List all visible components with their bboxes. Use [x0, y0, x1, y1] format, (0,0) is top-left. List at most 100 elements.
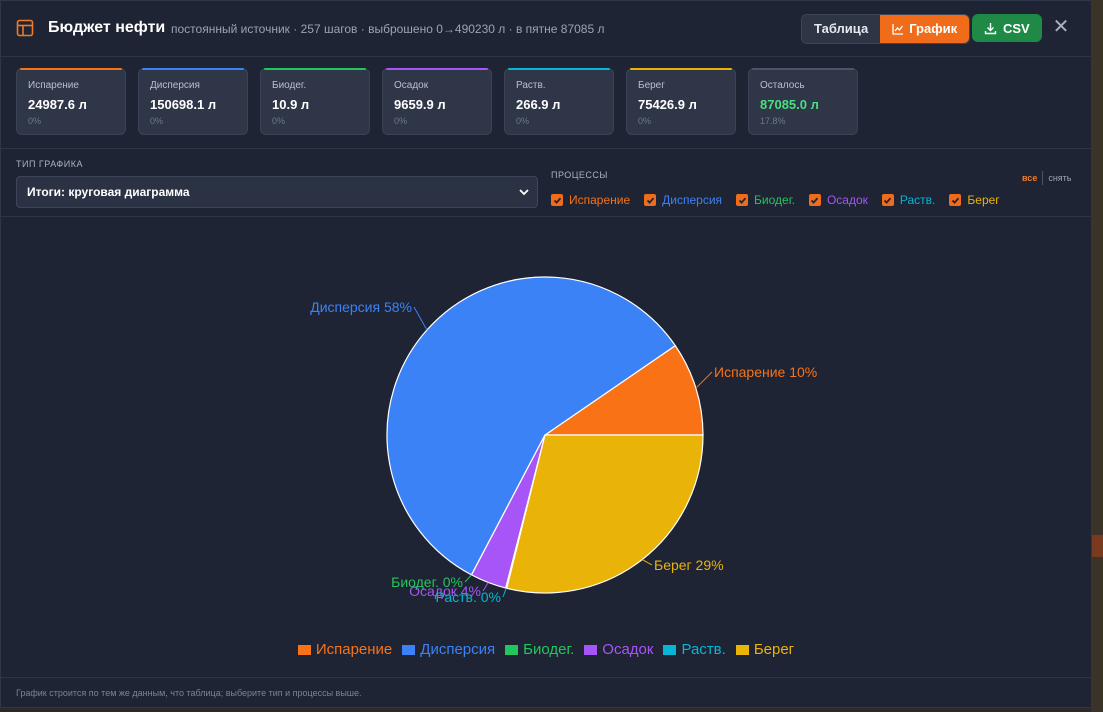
pie-chart: Испарение 10% Дисперсия 58% Биодег. 0%Осад… [310, 276, 817, 605]
page-subtitle: постоянный источник · 257 шагов · выброш… [171, 22, 605, 36]
legend-label: Раств. [681, 641, 726, 658]
legend-label: Дисперсия [420, 641, 496, 658]
slice-label: Испарение 10% [714, 364, 817, 380]
card-accent [264, 68, 366, 70]
card-value: 266.9 л [516, 97, 561, 112]
card-value: 75426.9 л [638, 97, 697, 112]
slice-label: Осадок 4% [409, 583, 481, 599]
card-percent: 0% [272, 116, 286, 126]
card-percent: 0% [516, 116, 530, 126]
card-value: 87085.0 л [760, 97, 819, 112]
deselect-all-link[interactable]: снять [1048, 173, 1072, 183]
download-icon [984, 22, 997, 34]
label-leader-line [482, 582, 489, 592]
modal-header: Бюджет нефти постоянный источник · 257 ш… [1, 1, 1091, 57]
label-leader-line [413, 306, 428, 331]
card-percent: 0% [150, 116, 164, 126]
table-icon [16, 19, 34, 37]
label-leader-line [464, 574, 472, 583]
summary-card: Осадок 9659.9 л 0% [382, 68, 492, 135]
summary-card: Берег 75426.9 л 0% [626, 68, 736, 135]
page-title: Бюджет нефти [48, 19, 166, 36]
legend-item[interactable]: Биодег. [505, 641, 574, 658]
card-accent [752, 68, 854, 70]
legend-label: Биодег. [523, 641, 575, 658]
chart-legend: Испарение Дисперсия Биодег. Осадок Раств. Бер… [1, 641, 1091, 658]
chart-view-button[interactable]: График [880, 15, 970, 43]
card-percent: 0% [394, 116, 408, 126]
card-value: 150698.1 л [150, 97, 217, 112]
legend-item[interactable]: Раств. [663, 641, 726, 658]
select-all-link[interactable]: все [1022, 173, 1038, 183]
chart-icon [892, 24, 904, 35]
label-leader-line [642, 559, 653, 566]
card-label: Биодег. [272, 80, 307, 91]
card-label: Осталось [760, 80, 805, 91]
checkbox-checked-icon [881, 194, 894, 206]
card-value: 10.9 л [272, 97, 310, 112]
card-accent [20, 68, 122, 70]
process-checkbox[interactable]: Осадок [808, 193, 868, 207]
card-percent: 0% [638, 116, 652, 126]
checkbox-checked-icon [644, 194, 657, 206]
background-app-strip [1091, 0, 1103, 712]
process-label: Осадок [826, 193, 868, 207]
divider [1, 216, 1091, 217]
checkbox-checked-icon [949, 194, 962, 206]
legend-swatch [297, 644, 311, 655]
card-label: Берег [638, 80, 665, 91]
card-percent: 0% [28, 116, 42, 126]
label-leader-line [695, 371, 713, 389]
process-checkbox[interactable]: Дисперсия [644, 193, 722, 207]
process-label: Биодег. [754, 193, 795, 207]
table-view-button[interactable]: Таблица [802, 15, 881, 43]
legend-swatch [663, 644, 677, 655]
card-accent [508, 68, 610, 70]
legend-item[interactable]: Берег [735, 641, 795, 658]
process-checkbox[interactable]: Биодег. [736, 193, 795, 207]
csv-label: CSV [1003, 20, 1030, 36]
label-leader-line [502, 587, 507, 598]
card-accent [142, 68, 244, 70]
legend-label: Берег [753, 641, 795, 658]
pie-slice-6[interactable] [506, 434, 704, 594]
chevron-down-icon [519, 189, 529, 196]
process-checkbox[interactable]: Раств. [881, 193, 935, 207]
summary-card: Дисперсия 150698.1 л 0% [138, 68, 248, 135]
view-toggle: Таблица График [801, 14, 971, 44]
slice-label: Дисперсия 58% [310, 299, 412, 315]
legend-swatch [402, 644, 416, 655]
card-label: Раств. [516, 80, 546, 91]
process-label: Испарение [569, 193, 631, 207]
process-checkbox[interactable]: Испарение [551, 193, 630, 207]
chart-type-value: Итоги: круговая диаграмма [27, 185, 190, 199]
footer-note: График строится по тем же данным, что та… [16, 688, 362, 698]
legend-label: Осадок [602, 641, 654, 658]
legend-swatch [584, 644, 598, 655]
legend-item[interactable]: Осадок [584, 641, 653, 658]
divider [1, 677, 1091, 678]
legend-swatch [505, 644, 519, 655]
legend-item[interactable]: Испарение [297, 641, 393, 658]
summary-card: Испарение 24987.6 л 0% [16, 68, 126, 135]
select-all-none: все снять [1022, 171, 1071, 185]
legend-swatch [735, 644, 749, 655]
close-icon[interactable]: ✕ [1052, 16, 1070, 38]
process-checkbox[interactable]: Берег [949, 193, 1000, 207]
summary-card: Биодег. 10.9 л 0% [260, 68, 370, 135]
chart-type-select[interactable]: Итоги: круговая диаграмма [16, 176, 538, 208]
legend-label: Испарение [315, 641, 393, 658]
card-accent [630, 68, 732, 70]
legend-item[interactable]: Дисперсия [402, 641, 495, 658]
card-value: 24987.6 л [28, 97, 87, 112]
table-view-label: Таблица [814, 21, 869, 36]
pie-slice-2[interactable] [386, 276, 677, 576]
csv-export-button[interactable]: CSV [972, 14, 1042, 42]
card-label: Дисперсия [150, 80, 200, 91]
pie-slice-1[interactable] [543, 344, 704, 436]
checkbox-checked-icon [736, 194, 749, 206]
chart-view-label: График [909, 21, 958, 36]
card-percent: 17.8% [760, 116, 786, 126]
process-label: Берег [967, 193, 1000, 207]
slice-label: Берег 29% [654, 557, 724, 573]
